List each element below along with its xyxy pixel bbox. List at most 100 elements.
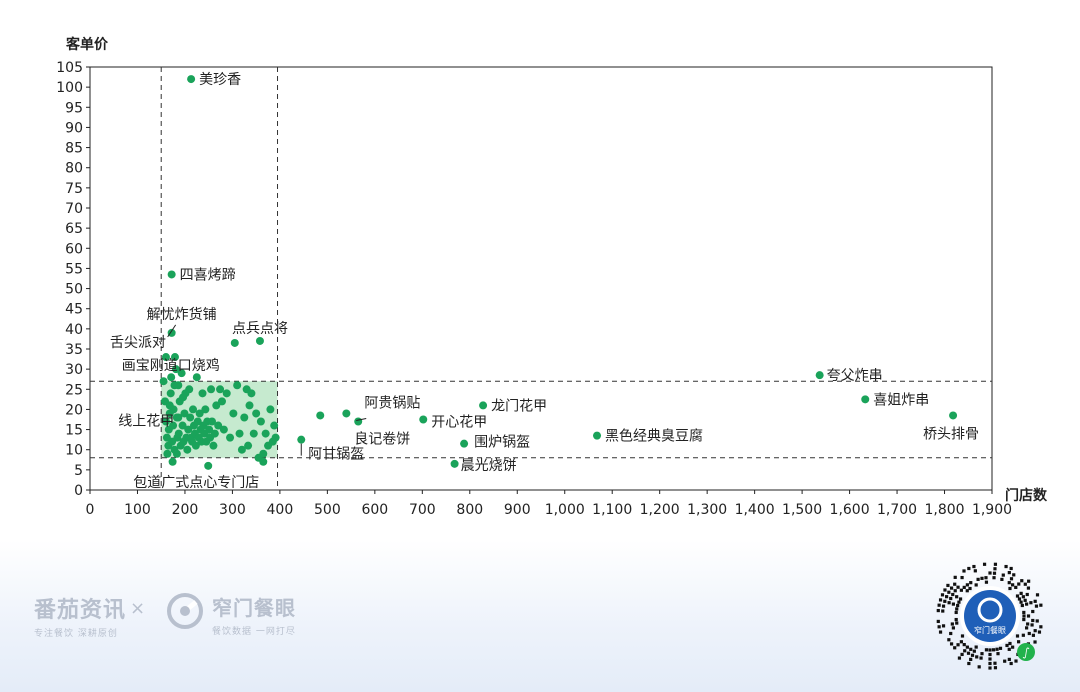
qr-dot	[1017, 582, 1021, 586]
point-label: 阿甘锅盔	[308, 447, 364, 463]
data-point-labeled	[949, 411, 958, 420]
qr-dot	[951, 602, 955, 606]
qr-dot	[1021, 633, 1025, 637]
point-label: 良记卷饼	[354, 432, 410, 448]
plot-area: 0 5 10 15 20 25 30 35 40 45 50 55 60 65 70 75 80 85 90 95 10…	[56, 36, 1048, 518]
qr-dot	[984, 580, 989, 584]
qr-dot	[951, 592, 955, 597]
x-tick-label: 400	[267, 502, 294, 518]
qr-dot	[993, 661, 997, 665]
qr-dot	[1012, 573, 1016, 577]
y-tick-label: 40	[65, 322, 83, 338]
data-point-labeled	[259, 457, 268, 466]
point-label: 阿贵锅贴	[364, 395, 420, 411]
qr-dot	[941, 609, 945, 613]
qr-dot	[1000, 577, 1004, 581]
y-tick-label: 70	[65, 201, 83, 217]
x-tick-label: 1,500	[782, 502, 822, 518]
point-label: 线上花甲	[118, 413, 174, 429]
qr-dot	[955, 607, 959, 611]
data-point	[216, 385, 225, 394]
data-point	[222, 389, 231, 398]
data-point	[185, 385, 194, 394]
brand-fanqie: 番茄资讯 专注餐饮 深耕原创	[34, 592, 126, 639]
point-label: 喜姐炸串	[873, 392, 929, 408]
data-point	[261, 429, 270, 438]
y-tick-label: 20	[65, 402, 83, 418]
qr-dot	[1017, 640, 1021, 644]
data-point	[159, 377, 168, 386]
x-tick-label: 600	[361, 502, 388, 518]
data-point	[205, 425, 214, 434]
data-point	[168, 457, 177, 466]
qr-dot	[953, 589, 957, 593]
qr-dot	[949, 631, 953, 636]
y-axis-label: 客单价	[65, 36, 109, 53]
y-tick-label: 10	[65, 443, 83, 459]
qr-dot	[938, 598, 943, 602]
qr-dot	[969, 581, 973, 585]
data-point	[209, 441, 218, 450]
data-point	[245, 401, 254, 410]
brand-fanqie-slogan: 专注餐饮 深耕原创	[34, 629, 118, 639]
qr-dot	[937, 603, 941, 607]
qr-dot	[1033, 629, 1037, 633]
qr-dot	[1008, 586, 1012, 591]
qr-dot	[1019, 600, 1023, 604]
data-point	[165, 401, 174, 410]
qr-dot	[1021, 595, 1025, 599]
qr-dot	[963, 649, 967, 653]
qr-dot	[951, 626, 955, 630]
data-point-labeled	[167, 270, 176, 279]
data-point	[210, 429, 219, 438]
x-tick-label: 200	[172, 502, 199, 518]
data-point	[212, 401, 221, 410]
leader-line	[356, 418, 367, 422]
qr-dot	[1015, 594, 1020, 598]
qr-dot	[960, 575, 964, 580]
data-point	[266, 405, 275, 414]
point-label: 龙门花甲	[491, 398, 547, 414]
qr-dot	[958, 597, 963, 601]
qr-dot	[957, 600, 961, 604]
qr-dot	[965, 583, 969, 587]
qr-dot	[1009, 566, 1013, 571]
qr-dot	[988, 657, 992, 661]
y-tick-label: 95	[65, 100, 83, 116]
qr-dot	[1014, 659, 1018, 663]
data-point	[193, 417, 202, 426]
qr-dot	[1007, 571, 1011, 575]
point-label: 晨光烧饼	[461, 458, 517, 474]
y-tick-label: 75	[65, 181, 83, 197]
qr-dot	[1011, 645, 1015, 649]
data-point	[270, 421, 279, 430]
qr-dot	[949, 596, 953, 601]
data-point	[235, 429, 244, 438]
y-tick-label: 80	[65, 161, 83, 177]
point-label: 夸父炸串	[827, 368, 883, 384]
qr-dot	[960, 652, 964, 657]
qr-dot	[992, 576, 996, 580]
data-point	[166, 389, 175, 398]
qr-dot	[962, 569, 966, 573]
x-tick-label: 1,400	[735, 502, 775, 518]
qr-dot	[992, 571, 997, 575]
point-label: 黑色经典臭豆腐	[605, 428, 703, 445]
qr-dot	[1004, 564, 1008, 569]
qr-dot	[936, 619, 940, 624]
data-point	[226, 433, 235, 442]
y-tick-label: 0	[74, 483, 83, 499]
y-tick-label: 25	[65, 382, 83, 398]
qr-dot	[1026, 614, 1031, 618]
x-tick-label: 1,900	[972, 502, 1012, 518]
qr-dot	[993, 567, 997, 571]
data-point	[180, 409, 189, 418]
point-label: 点兵点将	[232, 321, 288, 337]
qr-dot	[988, 652, 992, 657]
qr-dot	[1033, 599, 1037, 603]
y-tick-label: 65	[65, 221, 83, 237]
qr-dot	[967, 661, 971, 666]
data-point	[174, 429, 183, 438]
qr-dot	[1020, 579, 1024, 583]
data-point	[259, 449, 268, 458]
